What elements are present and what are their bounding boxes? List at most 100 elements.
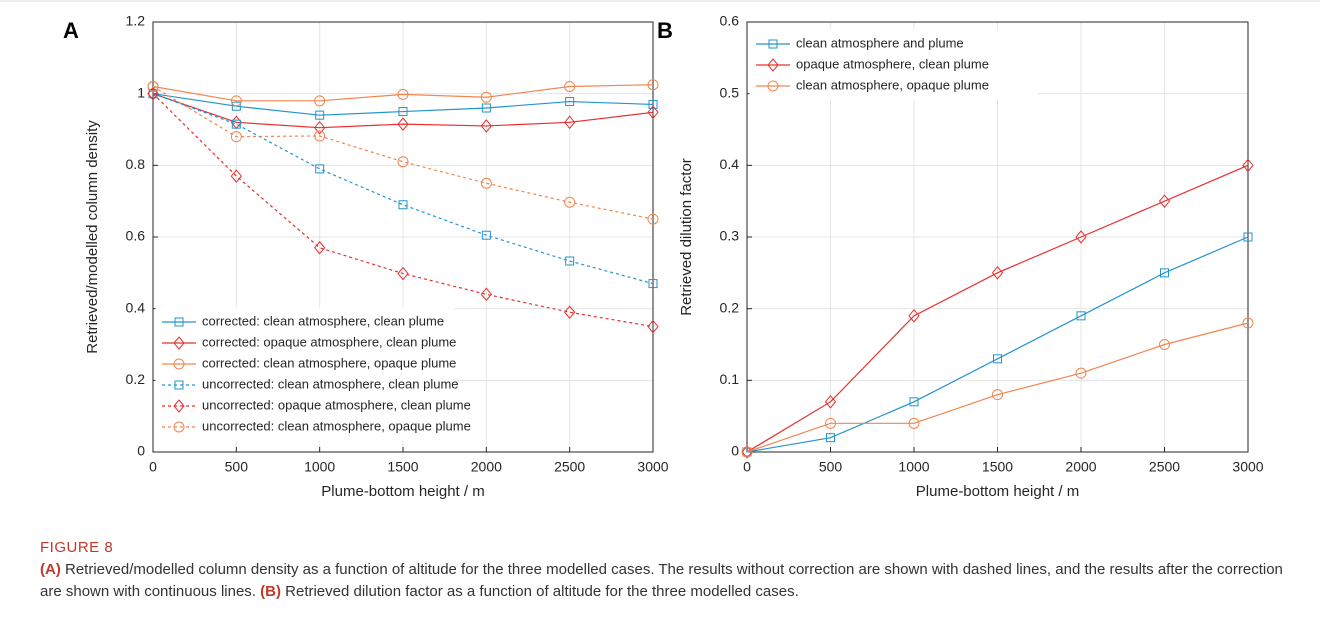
marker xyxy=(564,196,576,208)
y-tick-label: 0.5 xyxy=(720,84,740,100)
marker xyxy=(908,309,920,323)
marker xyxy=(1158,194,1171,208)
marker xyxy=(314,120,326,135)
panel-label: B xyxy=(657,18,673,43)
marker xyxy=(481,230,491,240)
legend-label: uncorrected: opaque atmosphere, clean pl… xyxy=(202,397,471,412)
legend-marker xyxy=(173,358,185,370)
x-tick-label: 1500 xyxy=(387,459,418,475)
y-tick-label: 0 xyxy=(137,443,145,459)
marker xyxy=(1076,311,1086,321)
legend-box xyxy=(749,29,1039,100)
marker xyxy=(647,105,659,120)
marker xyxy=(231,101,241,111)
y-axis-label: Retrieved/modelled column density xyxy=(84,120,101,354)
marker xyxy=(230,169,242,183)
chart-area: 0 0.2 0.4 0.6 0.8 1 1.2 0 500 1000 1500 2000 2500 300… xyxy=(0,0,1320,500)
marker xyxy=(148,89,158,99)
axes-box xyxy=(152,21,654,453)
x-tick-label: 1500 xyxy=(982,459,1013,475)
y-axis-label: Retrieved dilution factor xyxy=(678,158,695,316)
caption-label: FIGURE 8 xyxy=(40,539,114,556)
marker xyxy=(741,445,753,459)
y-tick-label: 0.4 xyxy=(126,299,146,315)
marker xyxy=(1243,232,1253,242)
legend-label: corrected: opaque atmosphere, clean plum… xyxy=(202,334,456,349)
series-line xyxy=(152,93,654,285)
marker xyxy=(480,91,492,103)
series-line xyxy=(746,236,1249,453)
y-tick-label: 0.2 xyxy=(126,371,146,387)
marker xyxy=(231,119,241,129)
x-tick-label: 0 xyxy=(743,459,751,475)
marker xyxy=(565,97,575,107)
marker xyxy=(909,397,919,407)
marker xyxy=(1242,158,1254,173)
legend-marker xyxy=(768,39,778,49)
caption-tag: (B) xyxy=(260,583,281,600)
marker xyxy=(481,103,491,113)
marker xyxy=(480,287,492,302)
x-tick-label: 2500 xyxy=(554,459,585,475)
marker xyxy=(397,266,409,281)
legend-marker xyxy=(173,399,185,413)
marker xyxy=(397,117,409,131)
marker xyxy=(230,95,242,107)
legend-marker xyxy=(767,80,779,92)
y-tick-label: 0.2 xyxy=(720,299,740,315)
marker xyxy=(315,110,325,120)
caption-body: Retrieved dilution factor as a function … xyxy=(285,583,799,600)
marker xyxy=(1159,339,1170,350)
marker xyxy=(480,177,492,189)
marker xyxy=(826,433,835,443)
y-tick-label: 0 xyxy=(731,443,739,459)
series-line xyxy=(152,84,654,102)
marker xyxy=(1075,367,1087,379)
marker xyxy=(1160,268,1169,278)
marker xyxy=(564,115,576,130)
marker xyxy=(314,95,326,107)
x-tick-label: 3000 xyxy=(1232,459,1263,475)
legend-marker xyxy=(173,421,185,433)
x-tick-label: 0 xyxy=(149,459,157,475)
marker xyxy=(480,119,492,133)
legend-box xyxy=(155,307,455,441)
marker xyxy=(991,266,1004,280)
marker xyxy=(230,131,242,143)
marker xyxy=(647,213,659,225)
y-tick-label: 0.1 xyxy=(720,371,740,387)
y-tick-label: 0.3 xyxy=(720,228,740,244)
x-tick-label: 3000 xyxy=(637,459,668,475)
caption-text: (A) Retrieved/modelled column density as… xyxy=(40,559,1290,603)
marker xyxy=(398,200,408,210)
marker xyxy=(741,446,753,458)
marker xyxy=(398,107,408,117)
marker xyxy=(147,86,159,101)
marker xyxy=(564,81,576,92)
legend-marker xyxy=(174,380,184,390)
legend-label: clean atmosphere, opaque plume xyxy=(796,77,989,92)
x-tick-label: 2500 xyxy=(1149,459,1180,475)
y-tick-label: 0.4 xyxy=(720,156,740,172)
marker xyxy=(648,279,658,289)
series-line xyxy=(152,93,654,328)
marker xyxy=(315,164,325,174)
legend-label: corrected: clean atmosphere, clean plume xyxy=(202,313,444,328)
marker xyxy=(824,395,837,409)
x-tick-label: 500 xyxy=(225,459,249,475)
series-line xyxy=(746,164,1249,453)
legend-marker xyxy=(174,317,184,327)
marker xyxy=(147,81,159,92)
legend-label: uncorrected: clean atmosphere, clean plu… xyxy=(202,376,459,391)
x-tick-label: 2000 xyxy=(1065,459,1096,475)
marker xyxy=(397,88,409,100)
legend-label: clean atmosphere and plume xyxy=(796,35,964,50)
x-tick-label: 1000 xyxy=(898,459,929,475)
marker xyxy=(992,389,1003,401)
marker xyxy=(397,156,409,168)
marker xyxy=(314,130,326,142)
marker xyxy=(1075,230,1087,244)
panel-label: A xyxy=(63,18,79,43)
x-axis-label: Plume-bottom height / m xyxy=(321,483,484,500)
